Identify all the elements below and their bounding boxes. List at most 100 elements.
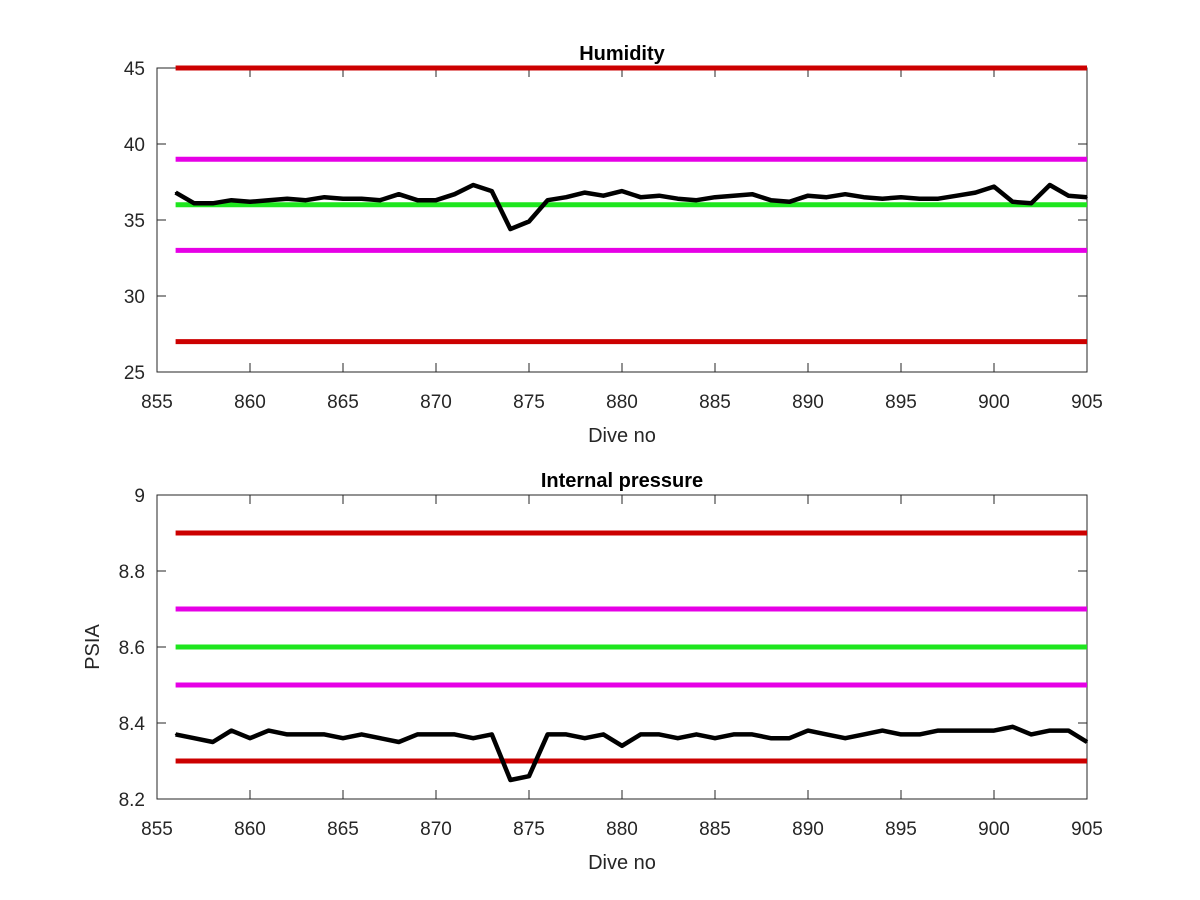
y-tick-label: 35 — [124, 211, 145, 232]
data-point — [881, 197, 884, 200]
x-tick-label: 905 — [1071, 392, 1103, 413]
data-point — [323, 196, 326, 198]
data-point — [639, 196, 642, 198]
data-point — [993, 185, 995, 188]
data-point — [1049, 729, 1051, 732]
data-point — [937, 197, 939, 200]
y-tick-label: 40 — [124, 135, 145, 156]
x-tick-label: 900 — [978, 392, 1010, 413]
data-point — [900, 733, 902, 736]
x-tick-label: 895 — [885, 392, 917, 413]
y-tick-label: 8.6 — [119, 638, 145, 659]
data-point — [491, 733, 493, 736]
data-point — [658, 194, 660, 197]
data-point — [918, 197, 921, 200]
data-point — [305, 733, 307, 736]
data-point — [305, 199, 307, 202]
data-point — [230, 199, 233, 202]
x-tick-label: 870 — [420, 392, 452, 413]
data-point — [1011, 726, 1014, 728]
data-point — [528, 220, 530, 223]
data-point — [249, 200, 251, 203]
data-point — [714, 737, 716, 739]
data-point — [695, 199, 698, 202]
data-point — [546, 733, 549, 736]
x-tick-label: 900 — [978, 819, 1010, 840]
data-point — [491, 190, 493, 192]
x-tick-label: 855 — [141, 392, 173, 413]
data-point — [788, 200, 791, 203]
data-point — [639, 733, 642, 736]
y-tick-label: 9 — [134, 486, 145, 507]
data-point — [528, 775, 530, 777]
data-point — [621, 745, 623, 747]
data-point — [267, 729, 270, 732]
data-point — [472, 737, 475, 739]
data-point — [379, 199, 382, 202]
data-point — [416, 733, 419, 736]
data-point — [509, 228, 512, 230]
x-tick-label: 880 — [606, 392, 638, 413]
x-tick-label: 880 — [606, 819, 638, 840]
data-point — [212, 202, 214, 205]
data-point — [844, 737, 846, 739]
data-point — [881, 729, 884, 732]
data-point — [453, 733, 456, 736]
x-tick-label: 875 — [513, 392, 545, 413]
plot-frame — [156, 67, 1088, 373]
y-tick-label: 8.2 — [119, 790, 145, 811]
data-point — [918, 733, 921, 736]
y-tick-label: 30 — [124, 287, 145, 308]
data-point — [900, 196, 902, 198]
data-point — [509, 779, 512, 781]
x-tick-label: 865 — [327, 819, 359, 840]
data-point — [956, 194, 958, 197]
data-point — [1030, 202, 1032, 205]
y-tick-label: 45 — [124, 59, 145, 80]
data-point — [993, 729, 995, 732]
y-axis-label: PSIA — [82, 624, 104, 670]
data-point — [267, 199, 270, 202]
data-point — [863, 733, 865, 736]
data-point — [435, 733, 437, 736]
x-tick-label: 870 — [420, 819, 452, 840]
x-tick-label: 860 — [234, 819, 266, 840]
x-tick-label: 885 — [699, 819, 731, 840]
y-tick-label: 8.4 — [119, 714, 146, 735]
x-tick-label: 885 — [699, 392, 731, 413]
data-point — [770, 737, 772, 739]
data-point — [193, 737, 195, 739]
data-point — [956, 729, 958, 732]
data-point — [1067, 729, 1070, 732]
data-series-line — [175, 724, 1089, 783]
x-axis-label: Dive no — [588, 425, 656, 447]
data-point — [584, 737, 586, 739]
data-point — [342, 197, 344, 200]
data-point — [342, 737, 344, 739]
y-tick-label: 8.8 — [119, 562, 145, 583]
data-point — [602, 733, 605, 736]
data-point — [751, 193, 753, 195]
data-point — [974, 729, 977, 732]
data-point — [863, 196, 865, 198]
data-point — [974, 191, 977, 194]
data-point — [807, 729, 809, 732]
data-point — [174, 733, 177, 736]
data-point — [602, 194, 605, 197]
data-point — [453, 193, 456, 195]
data-point — [714, 196, 716, 198]
data-point — [565, 196, 567, 198]
data-point — [751, 733, 753, 736]
data-point — [212, 741, 214, 743]
x-tick-label: 905 — [1071, 819, 1103, 840]
data-point — [193, 202, 195, 205]
y-tick-label: 25 — [124, 363, 145, 384]
data-point — [565, 733, 567, 736]
data-point — [677, 197, 679, 200]
data-point — [770, 199, 772, 202]
data-point — [844, 193, 846, 195]
data-point — [621, 190, 623, 192]
data-point — [937, 729, 939, 732]
data-point — [398, 193, 400, 195]
